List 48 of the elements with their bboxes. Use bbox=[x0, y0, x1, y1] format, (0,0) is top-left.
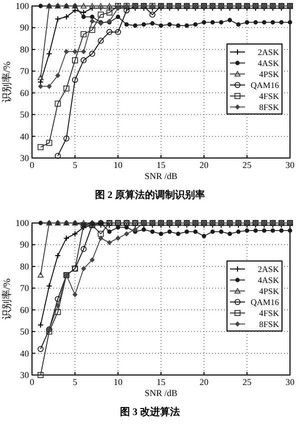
x-tick-label: 5 bbox=[72, 160, 78, 170]
y-tick-label: 40 bbox=[20, 131, 30, 142]
y-tick-label: 80 bbox=[20, 44, 30, 54]
x-axis-title: SNR /dB bbox=[144, 388, 178, 398]
y-tick-label: 80 bbox=[20, 261, 30, 272]
y-tick-label: 70 bbox=[20, 283, 30, 294]
x-tick-label: 15 bbox=[156, 160, 166, 170]
y-tick-label: 100 bbox=[16, 218, 30, 228]
y-tick-label: 100 bbox=[16, 1, 30, 11]
x-tick-label: 10 bbox=[114, 160, 123, 170]
legend-label: 4ASK bbox=[258, 58, 280, 68]
x-tick-label: 20 bbox=[200, 160, 209, 170]
y-axis-title: 识别率/% bbox=[1, 61, 13, 103]
y-tick-label: 50 bbox=[20, 110, 30, 120]
legend-label: 8FSK bbox=[259, 319, 280, 329]
y-tick-label: 40 bbox=[20, 348, 30, 358]
legend-label: 2ASK bbox=[258, 47, 280, 57]
y-tick-label: 70 bbox=[20, 66, 30, 76]
x-tick-label: 30 bbox=[286, 377, 295, 387]
x-tick-label: 15 bbox=[156, 377, 166, 387]
text: 图 2 原算法的调制识别率 bbox=[95, 189, 205, 201]
y-tick-label: 50 bbox=[20, 326, 30, 337]
x-tick-label: 0 bbox=[30, 160, 35, 170]
legend-label: QAM16 bbox=[250, 297, 279, 307]
x-tick-label: 25 bbox=[242, 377, 252, 387]
x-tick-label: 5 bbox=[72, 377, 78, 387]
legend-label: 4FSK bbox=[259, 91, 280, 101]
y-tick-label: 30 bbox=[20, 153, 30, 163]
y-axis-title: 识别率/% bbox=[1, 278, 13, 320]
y-tick-label: 60 bbox=[20, 88, 30, 98]
x-axis-title: SNR /dB bbox=[144, 171, 178, 181]
x-tick-label: 10 bbox=[114, 377, 123, 387]
y-tick-label: 90 bbox=[20, 240, 30, 250]
y-tick-label: 60 bbox=[20, 304, 30, 315]
x-tick-label: 25 bbox=[242, 160, 252, 170]
legend-label: 2ASK bbox=[258, 264, 280, 274]
x-tick-label: 30 bbox=[286, 160, 295, 170]
legend-label: 4PSK bbox=[259, 69, 280, 79]
legend-label: 4ASK bbox=[258, 275, 280, 285]
legend-label: 4PSK bbox=[259, 286, 280, 296]
y-tick-label: 90 bbox=[20, 22, 30, 33]
x-tick-label: 0 bbox=[30, 377, 35, 387]
legend-label: QAM16 bbox=[250, 80, 279, 90]
text: 图 3 改进算法 bbox=[120, 406, 180, 418]
x-tick-label: 20 bbox=[200, 377, 209, 387]
y-tick-label: 30 bbox=[20, 370, 30, 380]
legend-label: 8FSK bbox=[259, 102, 280, 112]
legend-label: 4FSK bbox=[259, 308, 280, 318]
